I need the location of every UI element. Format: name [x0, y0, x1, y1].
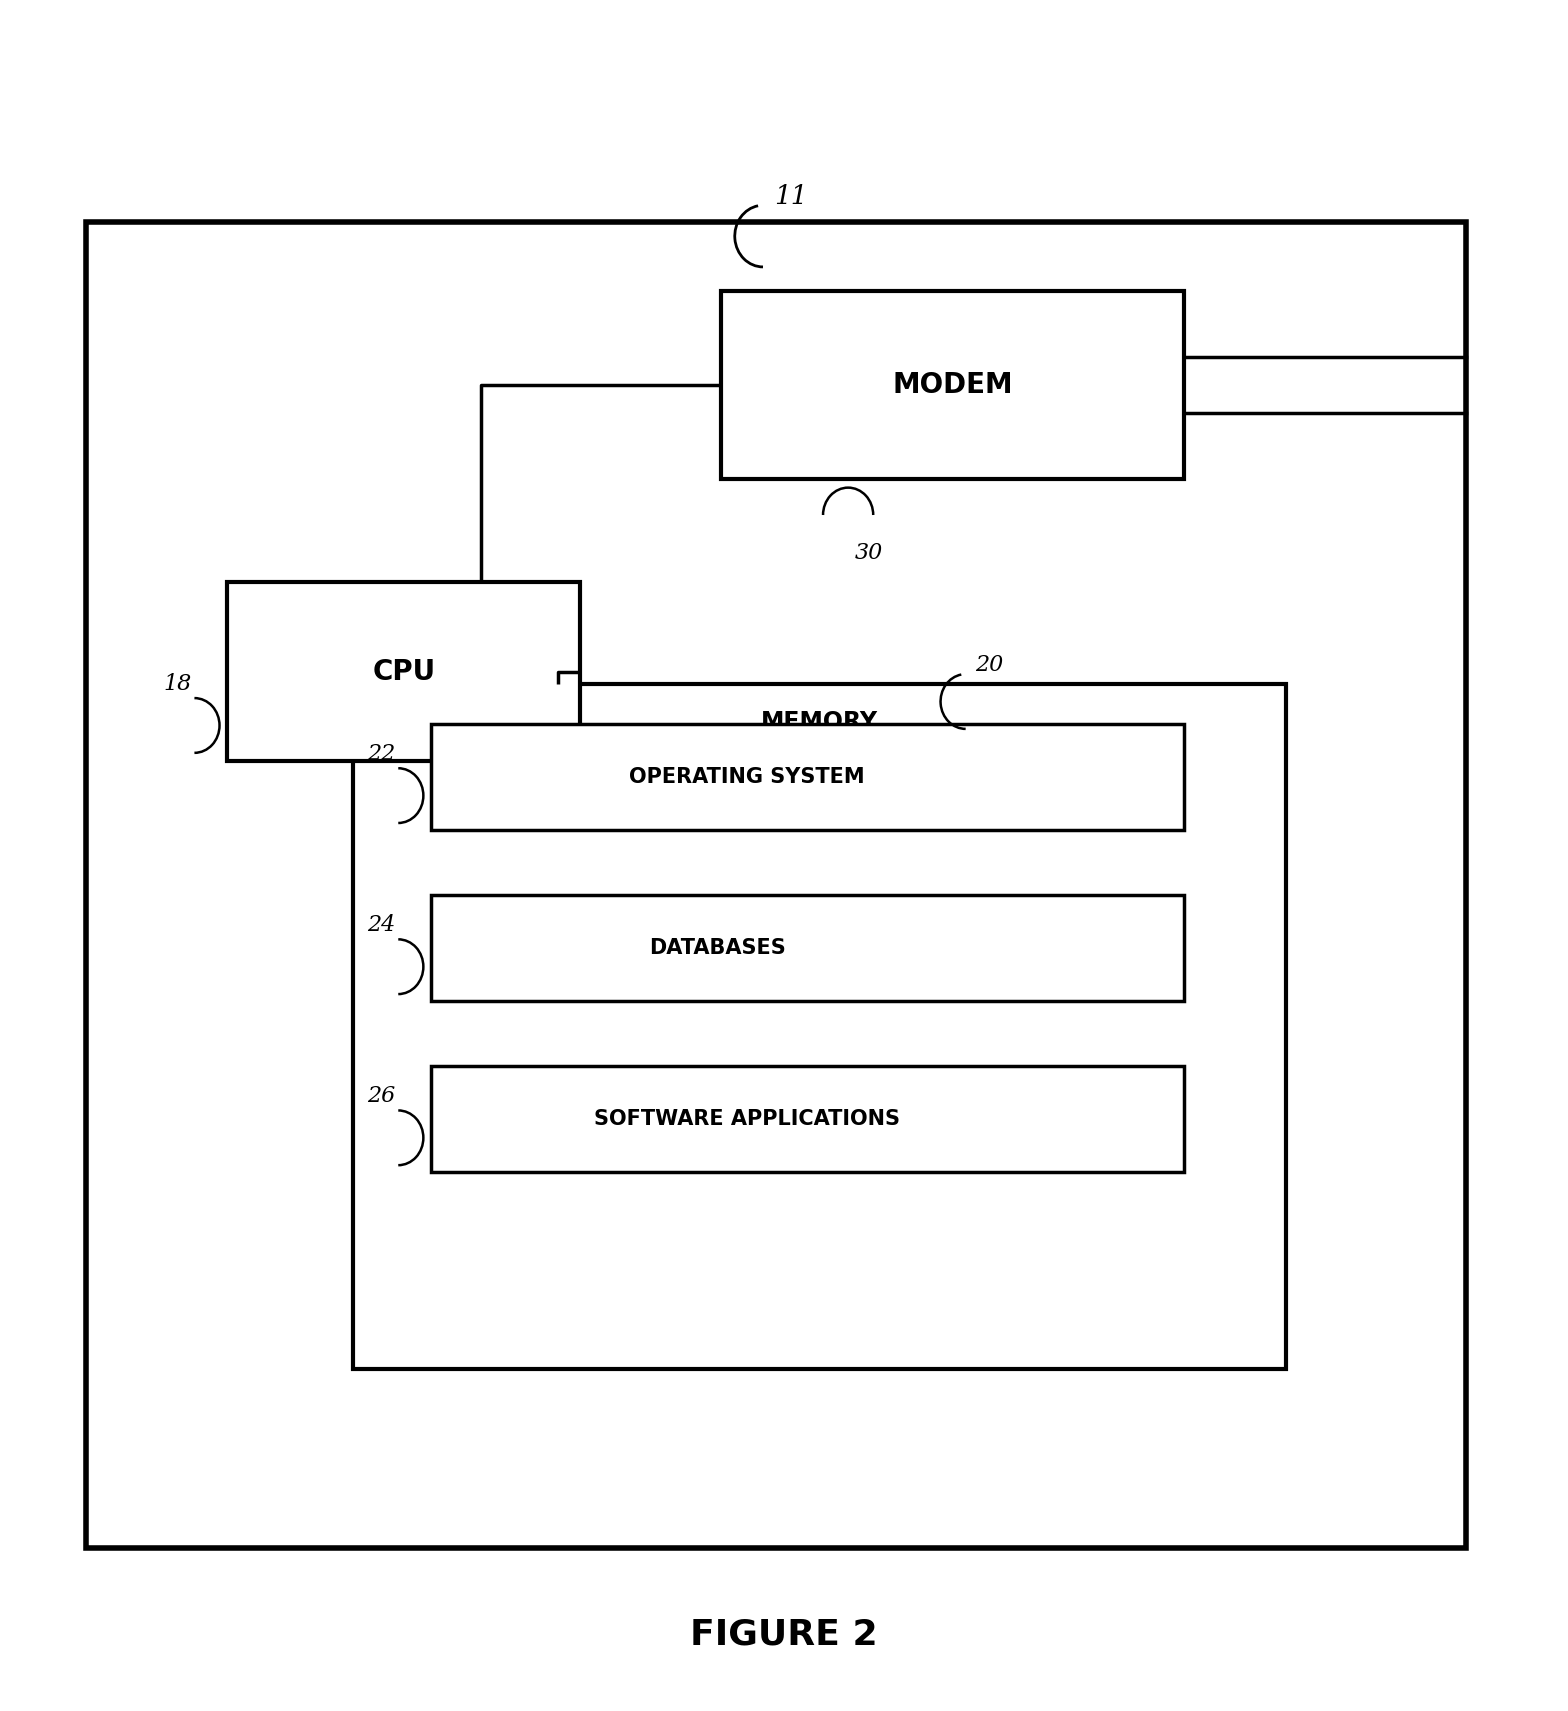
Text: 30: 30	[855, 542, 883, 565]
Bar	[721, 291, 1184, 479]
Text: 22: 22	[367, 743, 395, 765]
Bar	[86, 222, 1466, 1548]
Bar	[431, 724, 1184, 830]
Bar	[353, 684, 1286, 1369]
Text: DATABASES: DATABASES	[649, 938, 786, 958]
Bar	[227, 582, 580, 761]
Text: 11: 11	[775, 183, 808, 209]
Text: CPU: CPU	[372, 657, 436, 686]
Text: SOFTWARE APPLICATIONS: SOFTWARE APPLICATIONS	[594, 1109, 900, 1129]
Text: FIGURE 2: FIGURE 2	[690, 1617, 878, 1651]
Text: 20: 20	[975, 654, 1004, 676]
Text: MEMORY: MEMORY	[760, 710, 878, 734]
Text: 26: 26	[367, 1085, 395, 1107]
Bar	[431, 895, 1184, 1001]
Bar	[431, 1066, 1184, 1172]
Text: 24: 24	[367, 914, 395, 936]
Text: MODEM: MODEM	[892, 371, 1013, 399]
Text: 18: 18	[163, 672, 191, 695]
Text: OPERATING SYSTEM: OPERATING SYSTEM	[629, 767, 866, 787]
